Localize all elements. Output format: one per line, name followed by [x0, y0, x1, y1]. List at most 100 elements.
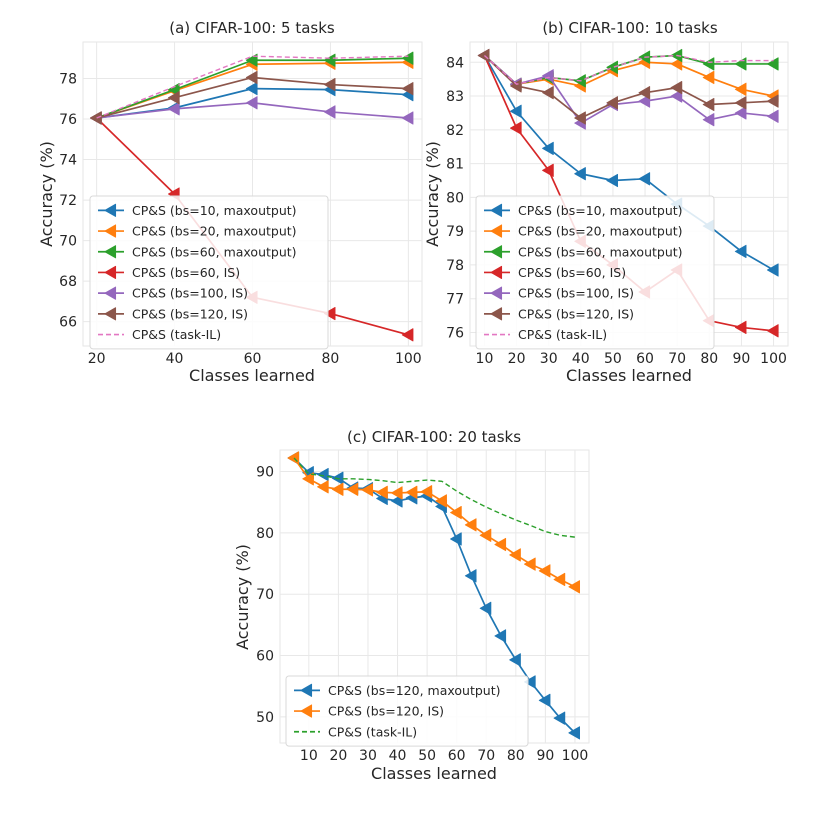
- legend-marker: [104, 265, 117, 280]
- y-tick-label: 78: [59, 71, 77, 87]
- x-tick-label: 40: [572, 351, 590, 367]
- legend-label: CP&S (bs=100, IS): [518, 286, 634, 301]
- y-tick-label: 77: [446, 292, 464, 308]
- data-point: [524, 675, 536, 689]
- y-tick-label: 60: [256, 649, 274, 665]
- data-point: [606, 173, 618, 188]
- legend-label: CP&S (bs=10, maxoutput): [132, 203, 297, 218]
- legend-marker: [300, 704, 313, 718]
- y-tick-label: 50: [256, 710, 274, 726]
- y-tick-label: 84: [446, 55, 464, 71]
- data-point: [538, 564, 551, 578]
- x-axis-title: Classes learned: [371, 764, 497, 783]
- data-point: [317, 467, 329, 482]
- data-point: [553, 572, 566, 587]
- data-point: [323, 77, 336, 92]
- data-point: [538, 693, 551, 707]
- legend-label: CP&S (task-IL): [518, 327, 607, 342]
- data-point: [401, 51, 414, 65]
- data-point: [702, 97, 715, 112]
- data-point: [734, 82, 747, 96]
- x-tick-label: 40: [389, 748, 407, 764]
- data-point: [331, 482, 344, 496]
- series-line: [483, 54, 774, 85]
- data-point: [542, 86, 554, 100]
- data-point: [524, 557, 536, 571]
- data-point: [245, 53, 258, 67]
- x-tick-label: 60: [448, 748, 466, 764]
- data-point: [542, 141, 554, 156]
- y-tick-label: 81: [446, 157, 464, 173]
- data-point: [568, 580, 581, 594]
- legend-marker: [104, 203, 117, 217]
- data-point: [464, 518, 477, 532]
- data-point: [401, 328, 414, 342]
- x-tick-label: 50: [418, 748, 436, 764]
- x-tick-labels: 10 20 30 40 50 60 70 80 90 100: [476, 351, 787, 367]
- x-tick-label: 90: [536, 748, 554, 764]
- legend-marker: [104, 245, 117, 259]
- data-point: [670, 57, 683, 71]
- x-tick-label: 100: [760, 351, 787, 367]
- legend-box: [285, 675, 529, 747]
- legend-marker: [490, 224, 503, 238]
- data-point: [390, 486, 403, 500]
- data-point: [509, 548, 521, 562]
- y-tick-label: 80: [256, 526, 274, 542]
- x-tick-label: 60: [636, 351, 654, 367]
- data-point: [766, 263, 779, 277]
- data-point: [376, 485, 388, 499]
- data-point: [167, 102, 180, 116]
- data-point: [702, 57, 715, 71]
- data-point: [638, 172, 651, 186]
- data-point: [494, 629, 507, 643]
- data-point: [734, 320, 747, 335]
- data-point: [346, 482, 359, 496]
- legend: CP&S (bs=10, maxoutput) CP&S (bs=20, maxo…: [475, 195, 715, 350]
- panel-b: (b) CIFAR-100: 10 tasks 10 20 30 40 50 60 70 80…: [423, 19, 789, 385]
- panel-a: (a) CIFAR-100: 5 tasks 20 40 60 80 100 66 68 7…: [37, 19, 423, 385]
- data-point: [638, 94, 651, 108]
- panel-c: (c) CIFAR-100: 20 tasks 10 20 30 40 50 60 70 80…: [233, 428, 590, 783]
- series-line: [293, 457, 576, 538]
- data-point: [435, 494, 447, 508]
- legend-marker: [490, 307, 503, 321]
- chart-title: (a) CIFAR-100: 5 tasks: [169, 19, 335, 37]
- legend-marker: [104, 286, 117, 300]
- legend-label: CP&S (bs=10, maxoutput): [518, 203, 683, 218]
- legend: CP&S (bs=120, maxoutput) CP&S (bs=120, IS…: [285, 675, 529, 747]
- legend-label: CP&S (bs=60, maxoutput): [132, 244, 297, 259]
- legend-label: CP&S (bs=120, IS): [132, 306, 248, 321]
- data-point: [509, 653, 521, 667]
- data-point: [670, 89, 683, 103]
- data-point: [450, 532, 462, 546]
- data-point: [574, 167, 586, 181]
- series-line: [96, 55, 409, 119]
- legend-marker: [104, 224, 117, 238]
- x-tick-label: 60: [244, 351, 262, 367]
- x-tick-label: 80: [322, 351, 340, 367]
- series-layer: [90, 51, 414, 342]
- x-tick-label: 80: [700, 351, 718, 367]
- chart-title: (b) CIFAR-100: 10 tasks: [542, 19, 718, 37]
- data-point: [702, 113, 715, 127]
- data-point: [702, 70, 715, 85]
- x-tick-label: 100: [562, 748, 589, 764]
- data-point: [734, 96, 747, 110]
- data-point: [401, 82, 414, 96]
- data-point: [494, 537, 507, 552]
- data-point: [542, 163, 554, 177]
- data-point: [420, 485, 433, 499]
- data-point: [509, 104, 522, 118]
- y-tick-label: 70: [256, 587, 274, 603]
- data-point: [405, 485, 418, 499]
- series-line: [483, 54, 774, 124]
- x-axis-title: Classes learned: [566, 366, 692, 385]
- data-point: [479, 601, 492, 615]
- data-point: [766, 109, 779, 123]
- data-point: [553, 711, 566, 725]
- data-point: [734, 106, 747, 120]
- y-tick-label: 76: [59, 112, 77, 128]
- y-tick-label: 79: [446, 224, 464, 240]
